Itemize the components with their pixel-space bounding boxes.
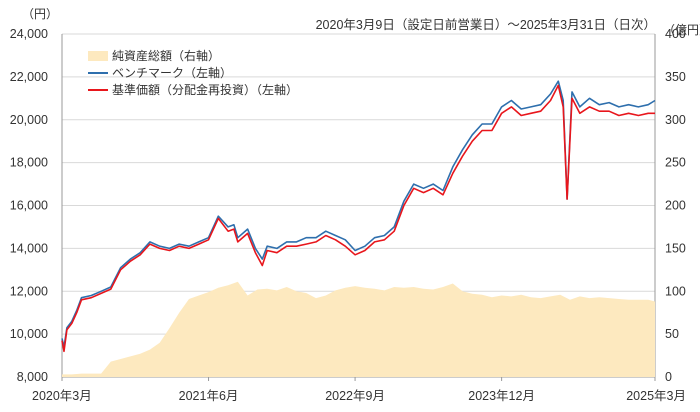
x-tick-label: 2020年3月 (32, 389, 92, 403)
legend-label-0: 純資産総額（右軸） (112, 48, 220, 63)
left-tick-label: 20,000 (10, 113, 48, 127)
right-tick-label: 0 (665, 370, 672, 384)
x-axis-ticks: 2020年3月 2021年6月 2022年9月 2023年12月 2025年3月 (32, 377, 686, 403)
series-line-2 (61, 84, 655, 353)
right-tick-label: 350 (665, 70, 686, 84)
legend-label-2: 基準価額（分配金再投資）（左軸） (112, 82, 298, 97)
period-label: 2020年3月9日（設定日前営業日）～2025年3月31日（日次） (316, 17, 656, 32)
x-tick-label: 2025年3月 (626, 389, 686, 403)
plot-area (61, 80, 656, 377)
right-tick-label: 250 (665, 156, 686, 170)
left-tick-label: 16,000 (10, 199, 48, 213)
left-axis-unit: （円） (22, 7, 58, 21)
right-tick-label: 150 (665, 241, 686, 255)
legend: 純資産総額（右軸） ベンチマーク（左軸） 基準価額（分配金再投資）（左軸） (88, 48, 298, 97)
x-tick-label: 2022年9月 (325, 389, 385, 403)
left-tick-label: 8,000 (17, 370, 48, 384)
right-tick-label: 100 (665, 284, 686, 298)
left-tick-label: 14,000 (10, 241, 48, 255)
left-tick-label: 10,000 (10, 327, 48, 341)
right-tick-label: 200 (665, 199, 686, 213)
left-axis-ticks: 8,000 10,000 12,000 14,000 16,000 18,000 20,00… (10, 27, 48, 384)
legend-label-1: ベンチマーク（左軸） (112, 65, 232, 80)
series-line-1 (61, 80, 656, 348)
left-tick-label: 22,000 (10, 70, 48, 84)
left-tick-label: 24,000 (10, 27, 48, 41)
legend-swatch-0 (88, 51, 108, 61)
right-axis-ticks: 0 50 100 150 200 250 300 350 400 (665, 27, 686, 384)
series-area-0 (62, 281, 655, 377)
left-tick-label: 12,000 (10, 284, 48, 298)
right-tick-label: 50 (665, 327, 679, 341)
right-axis-unit: （億円） (663, 23, 700, 37)
right-tick-label: 300 (665, 113, 686, 127)
right-tick-label: 400 (665, 27, 686, 41)
x-tick-label: 2021年6月 (179, 389, 239, 403)
left-tick-label: 18,000 (10, 156, 48, 170)
x-tick-label: 2023年12月 (468, 389, 535, 403)
